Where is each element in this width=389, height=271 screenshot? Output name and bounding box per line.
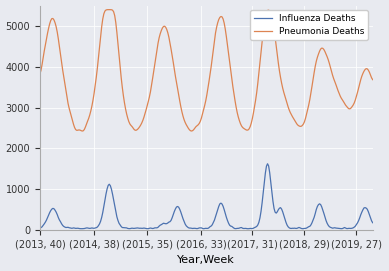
Influenza Deaths [120,226,124,229]
Line: Pneumonia Deaths: Pneumonia Deaths [40,10,373,131]
Influenza Deaths [142,227,146,230]
Pneumonia Deaths [262,21,266,24]
Pneumonia Deaths [38,72,42,75]
Influenza Deaths [261,192,266,195]
Influenza Deaths [38,226,42,230]
Pneumonia Deaths [248,125,252,128]
Pneumonia Deaths [107,8,112,11]
Influenza Deaths [246,227,251,230]
Influenza Deaths [265,162,270,165]
Line: Influenza Deaths: Influenza Deaths [40,164,373,229]
Legend: Influenza Deaths, Pneumonia Deaths: Influenza Deaths, Pneumonia Deaths [250,10,368,40]
Influenza Deaths [235,227,240,230]
Pneumonia Deaths [318,47,323,51]
Influenza Deaths [370,221,375,224]
X-axis label: Year,Week: Year,Week [177,256,235,265]
Influenza Deaths [318,203,323,206]
Pneumonia Deaths [237,119,242,122]
Pneumonia Deaths [80,130,84,133]
Pneumonia Deaths [122,101,127,104]
Pneumonia Deaths [370,78,375,81]
Pneumonia Deaths [144,108,149,111]
Influenza Deaths [247,227,251,230]
